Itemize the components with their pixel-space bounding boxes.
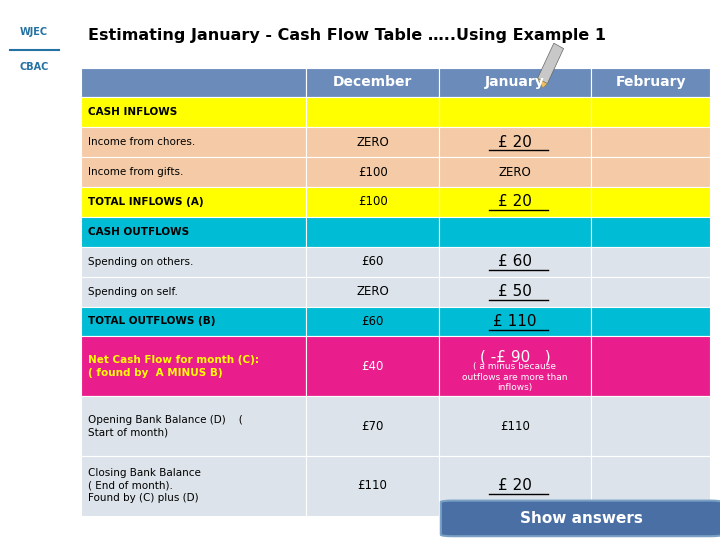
Text: ZERO: ZERO [356,285,389,298]
FancyBboxPatch shape [439,396,591,456]
Text: GCSE Business Studies: GCSE Business Studies [30,249,36,329]
FancyBboxPatch shape [439,336,591,396]
FancyBboxPatch shape [81,127,307,157]
FancyBboxPatch shape [307,68,439,97]
FancyBboxPatch shape [591,336,710,396]
FancyBboxPatch shape [439,127,591,157]
Text: ( -£ 90   ): ( -£ 90 ) [480,350,550,365]
FancyBboxPatch shape [81,396,307,456]
Text: TOTAL OUTFLOWS (B): TOTAL OUTFLOWS (B) [88,316,215,327]
FancyBboxPatch shape [591,68,710,97]
Text: TOTAL INFLOWS (A): TOTAL INFLOWS (A) [88,197,204,207]
FancyBboxPatch shape [591,307,710,336]
FancyBboxPatch shape [439,247,591,276]
FancyBboxPatch shape [81,68,307,97]
FancyBboxPatch shape [439,157,591,187]
Text: £40: £40 [361,360,384,373]
Text: Income from gifts.: Income from gifts. [88,167,184,177]
FancyBboxPatch shape [307,127,439,157]
Text: January: January [485,76,545,90]
Text: ZERO: ZERO [356,136,389,148]
FancyBboxPatch shape [439,276,591,307]
FancyBboxPatch shape [81,247,307,276]
FancyBboxPatch shape [591,247,710,276]
Polygon shape [538,43,564,84]
Text: Cash flow: Cash flow [29,362,37,404]
Text: ( a minus because
outflows are more than
inflows): ( a minus because outflows are more than… [462,362,567,392]
FancyBboxPatch shape [307,396,439,456]
Text: Closing Bank Balance
( End of month).
Found by (C) plus (D): Closing Bank Balance ( End of month). Fo… [88,468,201,503]
Text: £110: £110 [500,420,530,433]
Text: Spending on others.: Spending on others. [88,256,194,267]
FancyBboxPatch shape [591,127,710,157]
Text: £ 50: £ 50 [498,284,532,299]
FancyBboxPatch shape [307,187,439,217]
FancyBboxPatch shape [307,217,439,247]
FancyBboxPatch shape [81,307,307,336]
FancyBboxPatch shape [439,217,591,247]
FancyBboxPatch shape [591,157,710,187]
FancyBboxPatch shape [439,68,591,97]
FancyBboxPatch shape [307,336,439,396]
FancyBboxPatch shape [81,157,307,187]
Text: £60: £60 [361,315,384,328]
FancyBboxPatch shape [307,307,439,336]
FancyBboxPatch shape [81,97,307,127]
FancyBboxPatch shape [591,276,710,307]
Text: £ 110: £ 110 [493,314,536,329]
Text: £ 20: £ 20 [498,134,532,150]
FancyBboxPatch shape [441,501,720,536]
FancyBboxPatch shape [307,276,439,307]
FancyBboxPatch shape [591,217,710,247]
FancyBboxPatch shape [439,307,591,336]
Text: £70: £70 [361,420,384,433]
Text: £110: £110 [358,480,387,492]
Text: £100: £100 [358,166,387,179]
Text: Estimating January - Cash Flow Table …..Using Example 1: Estimating January - Cash Flow Table …..… [88,28,606,43]
FancyBboxPatch shape [439,187,591,217]
Text: CASH INFLOWS: CASH INFLOWS [88,107,177,117]
Text: £ 60: £ 60 [498,254,532,269]
FancyBboxPatch shape [81,336,307,396]
Text: CASH OUTFLOWS: CASH OUTFLOWS [88,227,189,237]
Polygon shape [538,78,547,88]
FancyBboxPatch shape [81,187,307,217]
Text: Spending on self.: Spending on self. [88,287,178,296]
Text: December: December [333,76,413,90]
Text: ZERO: ZERO [498,166,531,179]
FancyBboxPatch shape [81,217,307,247]
FancyBboxPatch shape [307,456,439,516]
Text: Opening Bank Balance (D)    (
Start of month): Opening Bank Balance (D) ( Start of mont… [88,415,243,437]
Text: £60: £60 [361,255,384,268]
FancyBboxPatch shape [81,276,307,307]
FancyBboxPatch shape [307,247,439,276]
FancyBboxPatch shape [591,396,710,456]
Text: WJEC: WJEC [20,28,48,37]
FancyBboxPatch shape [439,456,591,516]
Text: £ 20: £ 20 [498,478,532,494]
FancyBboxPatch shape [439,97,591,127]
FancyBboxPatch shape [81,456,307,516]
Text: CBAC: CBAC [19,62,49,72]
FancyBboxPatch shape [307,97,439,127]
Text: Income from chores.: Income from chores. [88,137,195,147]
Text: Net Cash Flow for month (C):
( found by  A MINUS B): Net Cash Flow for month (C): ( found by … [88,355,259,377]
Text: February: February [616,76,686,90]
FancyBboxPatch shape [591,97,710,127]
FancyBboxPatch shape [591,187,710,217]
FancyBboxPatch shape [307,157,439,187]
Text: £100: £100 [358,195,387,208]
Text: £ 20: £ 20 [498,194,532,210]
Text: Show answers: Show answers [520,511,643,526]
FancyBboxPatch shape [591,456,710,516]
